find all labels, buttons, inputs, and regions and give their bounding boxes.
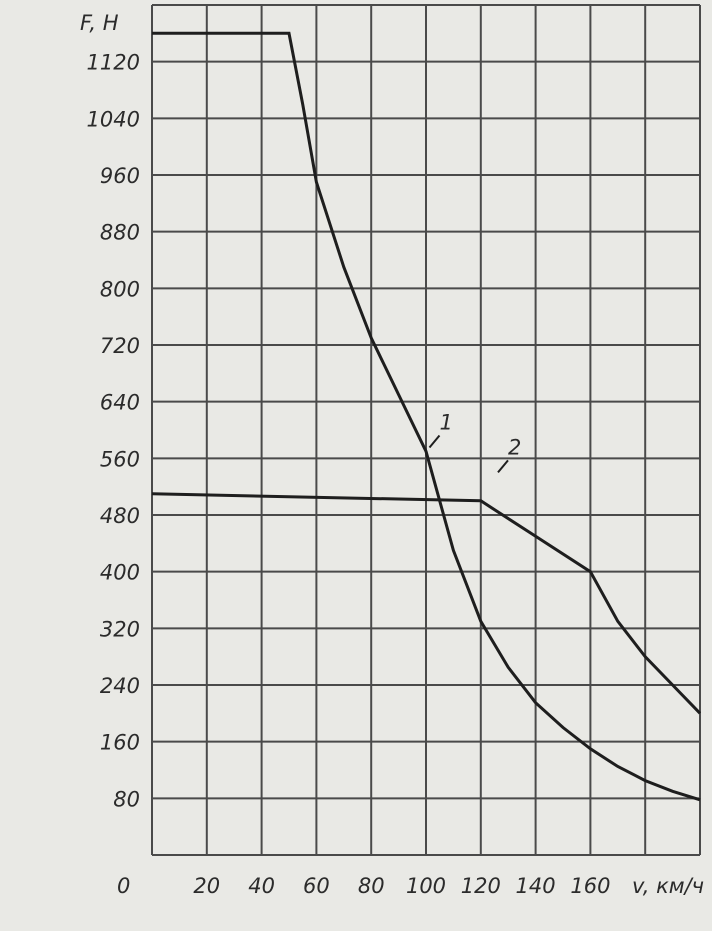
- x-tick-label: 140: [516, 874, 556, 898]
- y-tick-label: 960: [100, 164, 140, 188]
- series-line-1: [152, 31, 701, 802]
- y-tick-label: 1040: [87, 107, 140, 131]
- x-axis-label: v, км/ч: [632, 874, 704, 898]
- x-tick-label: 100: [406, 874, 446, 898]
- y-tick-label: 240: [100, 674, 140, 698]
- y-tick-label: 160: [100, 731, 140, 755]
- curves: 12: [151, 31, 702, 802]
- y-tick-label: 640: [100, 391, 140, 415]
- tick-labels: 0 20 40 60 80 100 120 140 160 80 160 240 320 400 480 56…: [87, 51, 611, 898]
- series-label-1: 1: [439, 411, 452, 435]
- y-tick-label: 560: [100, 447, 140, 471]
- y-tick-label: 1120: [87, 51, 140, 75]
- series-label-2: 2: [508, 435, 521, 459]
- series-line-2: [151, 492, 702, 715]
- y-tick-label: 480: [100, 504, 140, 528]
- y-axis-label: F, Н: [80, 11, 119, 35]
- x-tick-label: 80: [358, 874, 385, 898]
- y-tick-label: 720: [100, 334, 140, 358]
- y-tick-label: 320: [100, 617, 140, 641]
- series-leader-2: [497, 459, 509, 473]
- x-tick-label: 160: [570, 874, 610, 898]
- y-tick-label: 400: [100, 561, 140, 585]
- x-tick-label: 60: [303, 874, 330, 898]
- x-tick-label: 20: [193, 874, 220, 898]
- x-tick-label: 0: [117, 874, 130, 898]
- y-tick-label: 800: [100, 277, 140, 301]
- x-tick-label: 120: [461, 874, 501, 898]
- y-tick-label: 880: [100, 221, 140, 245]
- y-tick-label: 80: [113, 787, 140, 811]
- grid: [151, 4, 701, 856]
- series-leader-1: [428, 434, 441, 449]
- x-tick-label: 40: [248, 874, 275, 898]
